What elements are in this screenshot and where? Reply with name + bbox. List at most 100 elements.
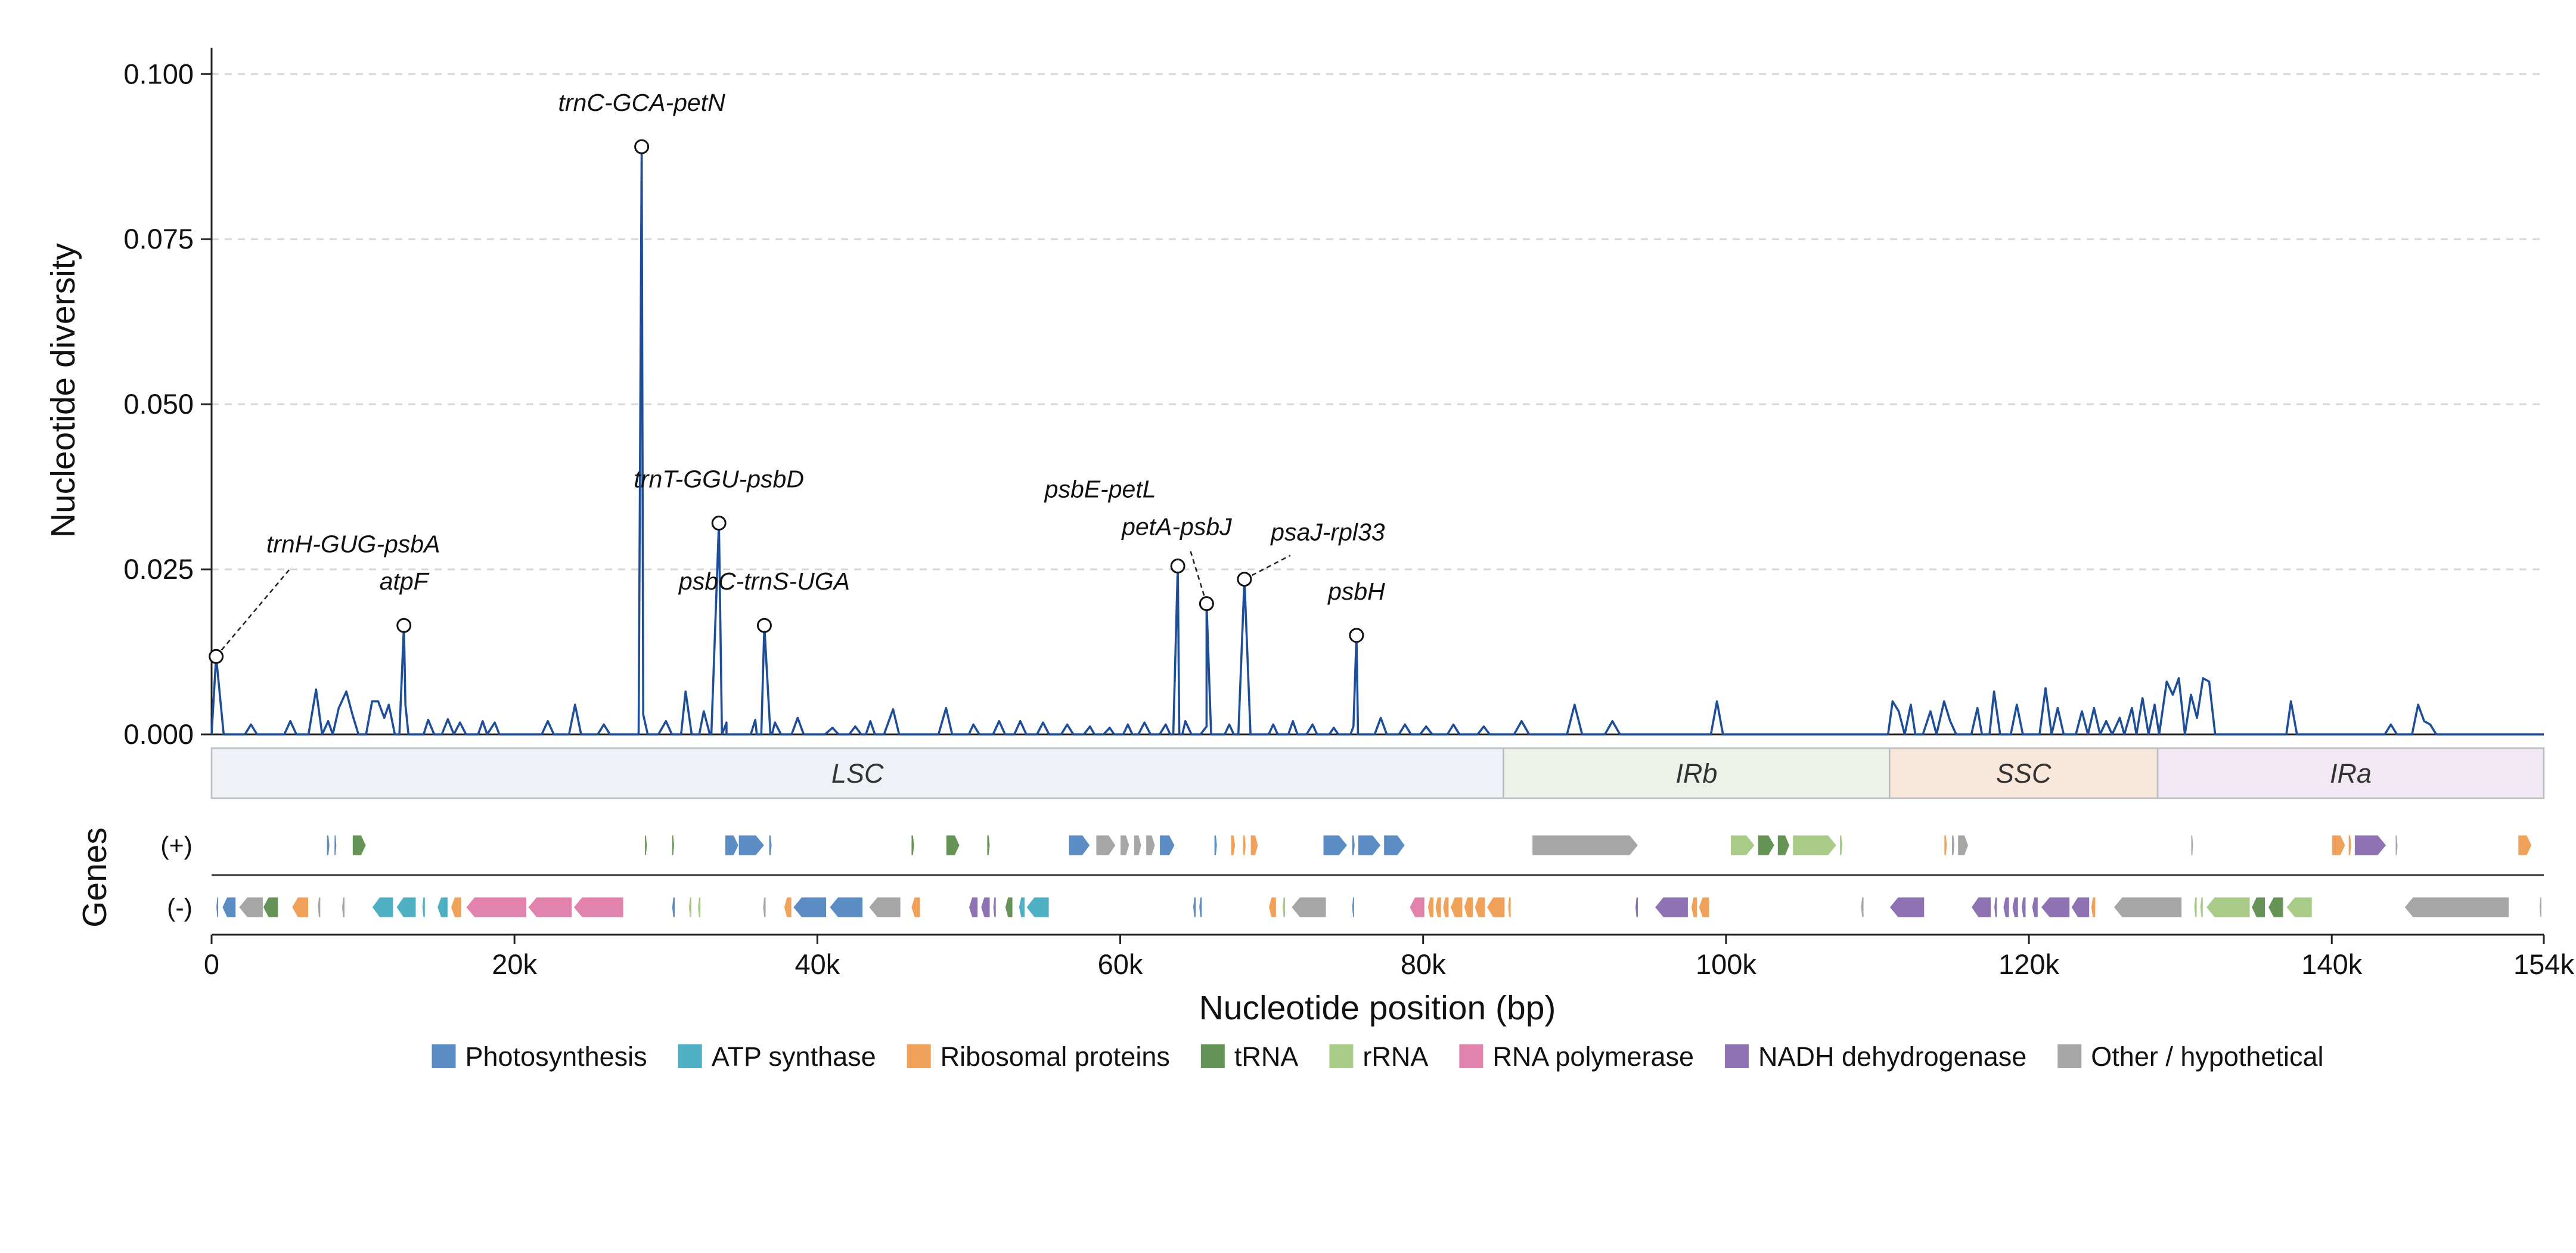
- peak-label: trnT-GGU-psbD: [634, 466, 804, 493]
- peak-label: trnC-GCA-petN: [558, 89, 726, 116]
- legend-swatch-other: [2057, 1044, 2082, 1068]
- gene-trna: [1777, 835, 1790, 856]
- gene-ndh: [2012, 897, 2019, 918]
- gene-other: [1532, 835, 1639, 856]
- gene-ribosomal: [1690, 897, 1698, 918]
- peak-marker: [1170, 559, 1185, 574]
- region-label: LSC: [831, 758, 884, 789]
- region-label: IRb: [1675, 758, 1717, 789]
- gene-photosynthesis: [1358, 835, 1382, 856]
- legend-label: tRNA: [1234, 1041, 1299, 1072]
- gene-ribosomal: [450, 897, 462, 918]
- annotation-leader: [215, 566, 293, 657]
- legend-swatch-trna: [1200, 1044, 1225, 1068]
- gene-trna: [945, 835, 960, 856]
- gene-other: [2404, 897, 2510, 918]
- gene-other: [2395, 835, 2398, 856]
- gene-photosynthesis: [793, 897, 827, 918]
- gene-tracks: (+) (-): [160, 832, 2544, 922]
- gene-atp: [1026, 897, 1050, 918]
- gene-ribosomal: [1268, 897, 1277, 918]
- peak-label: psaJ-rpl33: [1270, 519, 1385, 546]
- region-ira: [2156, 747, 2545, 799]
- gene-ribosomal: [1944, 835, 1948, 856]
- gene-ribosomal: [2518, 835, 2532, 856]
- peak-marker: [396, 618, 412, 633]
- gene-trna: [671, 835, 675, 856]
- gene-photosynthesis: [671, 897, 675, 918]
- legend-label: rRNA: [1363, 1041, 1428, 1072]
- gene-other: [317, 897, 321, 918]
- gene-ndh: [1654, 897, 1689, 918]
- strand-label: (+): [160, 832, 193, 860]
- y-tick-label: 0.025: [123, 553, 194, 585]
- gene-ndh: [2031, 897, 2038, 918]
- gene-ribosomal: [2090, 897, 2096, 918]
- x-tick-label: 100k: [1696, 948, 1756, 980]
- gene-ndh: [1889, 897, 1925, 918]
- legend-label: Ribosomal proteins: [941, 1041, 1170, 1072]
- x-tick-label: 140k: [2301, 948, 2362, 980]
- peak-marker: [1199, 596, 1214, 612]
- gene-ribosomal: [1230, 835, 1236, 856]
- region-ssc: [1889, 747, 2159, 799]
- gene-photosynthesis: [222, 897, 237, 918]
- gene-other: [2113, 897, 2183, 918]
- x-tick-label: 154k: [2513, 948, 2574, 980]
- peak-marker: [634, 139, 650, 154]
- gene-photosynthesis: [1213, 835, 1218, 856]
- gene-photosynthesis: [334, 835, 337, 856]
- gene-ribosomal: [291, 897, 309, 918]
- peak-label: psbC-trnS-UGA: [678, 567, 850, 595]
- gene-atp: [437, 897, 448, 918]
- gene-other: [341, 897, 346, 918]
- gene-other: [868, 897, 901, 918]
- x-tick-label: 40k: [794, 948, 840, 980]
- gene-photosynthesis: [326, 835, 330, 856]
- legend-label: RNA polymerase: [1492, 1041, 1694, 1072]
- gene-photosynthesis: [1351, 897, 1355, 918]
- gene-ndh: [1970, 897, 1992, 918]
- gene-ndh: [980, 897, 991, 918]
- gene-trna: [644, 835, 648, 856]
- gene-rrna: [688, 897, 692, 918]
- diversity-series-line: [210, 145, 2544, 736]
- gene-rrna: [2286, 897, 2313, 918]
- gene-other: [1951, 835, 1956, 856]
- gene-photosynthesis: [1199, 897, 1203, 918]
- peak-marker: [1237, 572, 1252, 587]
- gene-photosynthesis: [768, 835, 772, 856]
- gene-ribosomal: [1435, 897, 1442, 918]
- gene-ndh: [1994, 897, 1998, 918]
- peak-label: petA-psbJ: [1121, 513, 1232, 541]
- y-tick-label: 0.100: [123, 58, 194, 89]
- gene-ndh: [968, 897, 979, 918]
- gene-rnapol: [1409, 897, 1425, 918]
- legend-swatch-rrna: [1329, 1044, 1354, 1068]
- legend-swatch-rnapol: [1459, 1044, 1483, 1068]
- y-tick-label: 0.000: [123, 718, 194, 750]
- gene-photosynthesis: [1323, 835, 1348, 856]
- legend-label: NADH dehydrogenase: [1758, 1041, 2026, 1072]
- y-tick-label: 0.075: [123, 223, 194, 255]
- gene-photosynthesis: [738, 835, 765, 856]
- gene-ribosomal: [1242, 835, 1246, 856]
- gene-ribosomal: [1463, 897, 1474, 918]
- peak-annotations: trnH-GUG-psbA atpF trnC-GCA-petN trnT-GGU-p…: [209, 89, 1385, 664]
- gene-ribosomal: [1250, 835, 1259, 856]
- legend-swatch-photosynthesis: [432, 1044, 456, 1068]
- gridlines: [212, 73, 2544, 570]
- gene-photosynthesis: [1159, 835, 1175, 856]
- gene-atp: [371, 897, 394, 918]
- y-tick-label: 0.050: [123, 388, 194, 420]
- gene-ribosomal: [1486, 897, 1506, 918]
- tracks-axis-title: Genes: [76, 827, 114, 928]
- gene-other: [238, 897, 263, 918]
- legend-label: Other / hypothetical: [2091, 1041, 2323, 1072]
- gene-other: [1095, 835, 1116, 856]
- gene-trna: [986, 835, 991, 856]
- gene-ribosomal: [1450, 897, 1463, 918]
- gene-ndh: [992, 897, 997, 918]
- gene-photosynthesis: [1351, 835, 1355, 856]
